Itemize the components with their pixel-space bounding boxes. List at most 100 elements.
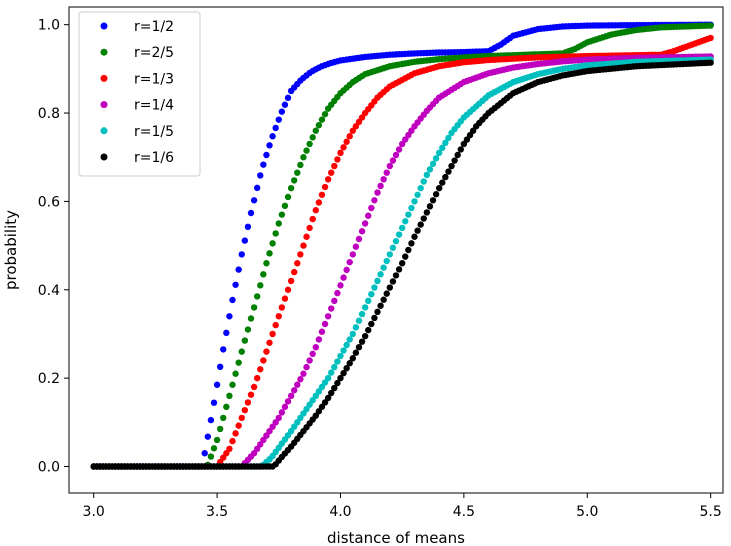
data-point	[371, 197, 378, 204]
data-point	[232, 370, 239, 377]
data-point	[355, 235, 363, 243]
data-point	[324, 176, 332, 183]
y-axis: 0.0 0.2 0.4 0.6 0.8 1.0	[38, 18, 69, 475]
y-tick-label: 0.6	[38, 194, 60, 210]
data-point	[244, 399, 252, 406]
data-point	[435, 149, 443, 156]
data-point	[300, 370, 307, 377]
data-point	[318, 328, 326, 335]
y-tick-label: 0.2	[38, 371, 60, 387]
data-point	[306, 224, 313, 232]
data-point	[213, 436, 221, 444]
data-point	[371, 284, 378, 291]
data-point	[349, 355, 357, 362]
x-tick-label: 5.5	[700, 504, 722, 520]
data-point	[358, 338, 366, 345]
data-point	[334, 156, 341, 163]
data-point	[284, 286, 292, 293]
data-point	[417, 184, 424, 192]
data-point	[290, 387, 298, 394]
data-point	[272, 321, 279, 329]
data-point	[269, 133, 276, 140]
data-point	[284, 398, 292, 405]
data-point	[374, 189, 381, 196]
data-point	[340, 369, 347, 377]
data-point	[269, 330, 276, 338]
data-point	[250, 197, 258, 204]
data-point	[287, 277, 295, 285]
data-point	[260, 161, 267, 168]
data-point	[328, 305, 335, 312]
data-point	[309, 215, 316, 223]
data-point	[343, 364, 350, 372]
data-point	[324, 374, 332, 382]
data-point	[250, 304, 258, 311]
data-point	[303, 233, 310, 240]
data-point	[318, 116, 326, 123]
data-point	[309, 350, 316, 358]
data-point	[220, 414, 227, 422]
data-point	[707, 34, 714, 42]
legend-label: r=1/2	[134, 19, 174, 35]
data-point	[337, 374, 344, 382]
data-point	[238, 348, 245, 355]
data-point	[266, 142, 273, 149]
data-point	[275, 220, 282, 227]
data-point	[272, 124, 279, 132]
data-point	[284, 94, 292, 102]
data-point	[278, 211, 286, 218]
data-point	[315, 336, 323, 343]
data-point	[303, 147, 310, 154]
data-point	[402, 253, 409, 260]
data-point	[423, 171, 431, 179]
legend-marker	[100, 127, 108, 135]
data-point	[340, 347, 347, 354]
data-point	[389, 244, 397, 251]
data-point	[423, 209, 431, 216]
x-tick-label: 5.0	[576, 504, 598, 520]
data-point	[281, 101, 289, 108]
data-point	[232, 430, 239, 437]
data-point	[432, 191, 440, 198]
data-point	[241, 337, 249, 344]
data-point	[405, 211, 412, 218]
data-point	[290, 268, 298, 276]
data-point	[253, 184, 261, 192]
data-point	[371, 314, 378, 322]
data-point	[315, 121, 323, 129]
data-point	[429, 160, 437, 168]
data-point	[426, 203, 434, 210]
data-point	[380, 296, 387, 303]
data-point	[315, 199, 323, 206]
series-layer	[90, 21, 714, 470]
data-point	[346, 258, 353, 266]
data-point	[392, 272, 400, 279]
data-point	[223, 329, 230, 337]
data-point	[377, 271, 384, 278]
data-point	[352, 349, 360, 356]
legend-label: r=1/5	[134, 124, 174, 140]
data-point	[328, 369, 335, 376]
data-point	[383, 169, 390, 176]
data-point	[244, 326, 252, 333]
data-point	[408, 204, 415, 212]
data-point	[429, 197, 437, 204]
legend-label: r=2/5	[134, 45, 174, 61]
data-point	[281, 202, 289, 210]
data-point	[210, 399, 218, 406]
data-point	[392, 151, 400, 159]
data-point	[383, 257, 390, 265]
x-tick-label: 4.0	[329, 504, 351, 520]
data-point	[207, 416, 215, 424]
data-point	[266, 339, 273, 346]
series-r-1-6	[90, 59, 714, 470]
legend-marker	[100, 74, 108, 82]
data-point	[395, 146, 403, 153]
data-point	[287, 392, 295, 399]
data-point	[334, 289, 341, 297]
data-point	[420, 178, 427, 185]
data-point	[707, 22, 714, 29]
data-point	[331, 384, 338, 392]
data-point	[411, 198, 418, 205]
